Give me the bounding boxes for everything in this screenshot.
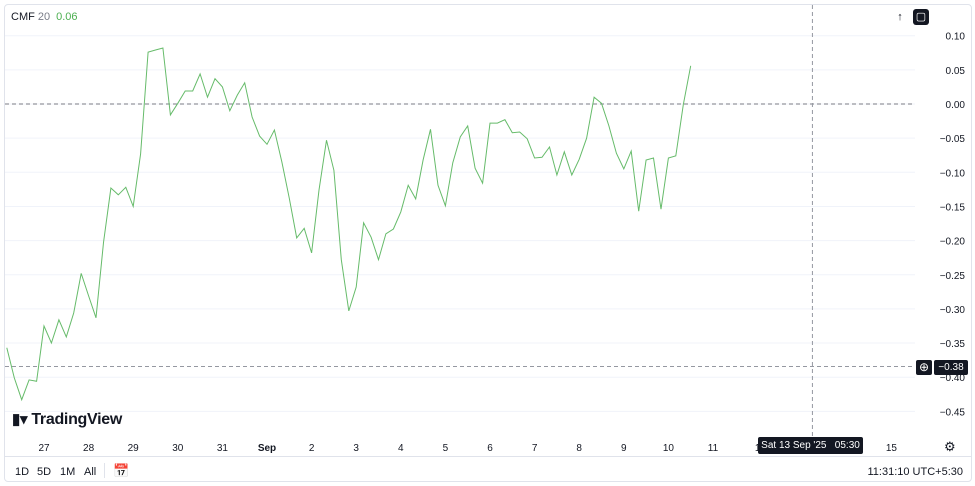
x-tick-label: 10 [663, 443, 675, 454]
range-1d-button[interactable]: 1D [15, 466, 30, 478]
logo-text: TradingView [31, 411, 122, 428]
indicator-name: CMF [11, 11, 35, 23]
y-tick-label: 0.05 [946, 66, 966, 77]
crosshair-add-icon[interactable]: ⊕ [916, 360, 932, 375]
crosshair-price-label: −0.38 [934, 360, 968, 375]
y-tick-label: −0.25 [940, 271, 966, 282]
x-tick-label: 4 [398, 443, 404, 454]
y-tick-label: −0.30 [940, 305, 966, 316]
x-tick-label: 6 [487, 443, 493, 454]
range-1m-button[interactable]: 1M [60, 466, 76, 478]
x-tick-label: 31 [217, 443, 229, 454]
range-all-button[interactable]: All [84, 466, 97, 478]
x-tick-label: 11 [708, 443, 719, 454]
crosshair-time-label: Sat 13 Sep '25 05:30 [758, 437, 863, 454]
y-tick-label: −0.45 [940, 407, 966, 418]
fullscreen-icon[interactable]: ▢ [913, 9, 929, 25]
y-tick-label: −0.40 [940, 373, 966, 384]
divider [104, 463, 105, 478]
x-tick-label: 9 [621, 443, 627, 454]
x-tick-label: 5 [443, 443, 449, 454]
x-tick-label: 7 [532, 443, 538, 454]
x-tick-label: 2 [309, 443, 315, 454]
x-tick-label: 1 [755, 443, 761, 454]
indicator-value: 0.06 [56, 11, 78, 23]
x-tick-label: 28 [83, 443, 95, 454]
calendar-goto-icon[interactable]: 📅 [113, 463, 130, 478]
indicator-legend[interactable]: CMF 20 0.06 [11, 11, 78, 23]
bottom-toolbar: 1D 5D 1M All 📅 11:31:10 UTC+5:30 [5, 456, 971, 483]
x-tick-label: 27 [38, 443, 50, 454]
range-5d-button[interactable]: 5D [37, 466, 52, 478]
y-tick-label: −0.15 [940, 202, 966, 213]
cmf-series-line [6, 47, 692, 402]
x-tick-label: 3 [353, 443, 359, 454]
chart-frame [4, 4, 972, 482]
y-tick-label: −0.05 [940, 134, 966, 145]
gear-icon[interactable]: ⚙ [944, 439, 956, 454]
y-tick-label: −0.20 [940, 237, 966, 248]
x-tick-label: 8 [576, 443, 582, 454]
y-tick-label: 0.00 [946, 100, 966, 111]
x-tick-label: 29 [128, 443, 140, 454]
x-tick-label: 30 [172, 443, 184, 454]
clock[interactable]: 11:31:10 UTC+5:30 [867, 466, 964, 478]
y-tick-label: −0.35 [940, 339, 966, 350]
y-tick-label: 0.10 [946, 32, 966, 43]
y-tick-label: −0.10 [940, 168, 966, 179]
tradingview-logo[interactable]: ▮▾ TradingView [12, 411, 122, 428]
x-tick-label: Sep [258, 443, 276, 454]
arrow-up-icon[interactable]: ↑ [897, 11, 903, 23]
x-tick-label: 15 [886, 443, 898, 454]
indicator-period: 20 [37, 11, 51, 23]
